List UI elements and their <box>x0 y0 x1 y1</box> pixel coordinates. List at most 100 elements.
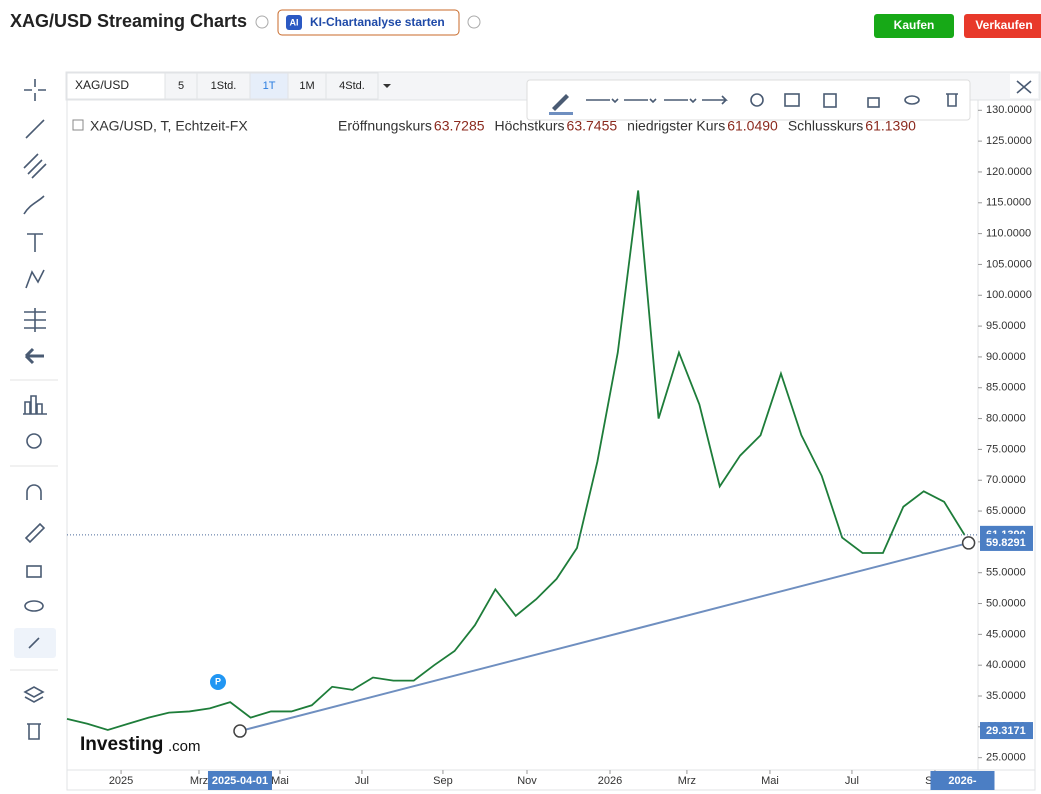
clone[interactable] <box>823 93 837 108</box>
draw-lock-tool[interactable] <box>24 522 46 544</box>
trend-line[interactable] <box>239 541 969 733</box>
price-line <box>66 190 966 731</box>
ai-badge: AI <box>290 17 299 27</box>
delete-tool[interactable] <box>27 723 41 740</box>
interval-button[interactable] <box>249 72 289 100</box>
y-tick-label: 80.0000 <box>986 412 1026 424</box>
y-tick-label: 95.0000 <box>986 320 1026 332</box>
visibility-tool[interactable] <box>24 600 44 612</box>
x-highlight-bg <box>207 771 272 790</box>
line-style[interactable] <box>586 98 619 104</box>
x-tick-label: Mai <box>761 775 779 787</box>
magnet-tool[interactable] <box>26 484 42 500</box>
symbol-text[interactable]: XAG/USD <box>75 78 129 92</box>
interval-button[interactable] <box>164 72 198 100</box>
fullscreen-icon[interactable] <box>1016 80 1032 94</box>
fib-tool[interactable] <box>23 153 47 179</box>
lock-tool[interactable] <box>26 565 42 578</box>
hide[interactable] <box>904 95 920 105</box>
trend-price-label: 29.3171 <box>986 725 1026 737</box>
interval-dropdown[interactable] <box>383 84 391 88</box>
y-tick-label: 110.0000 <box>986 228 1031 240</box>
x-tick-label: Sep <box>433 775 453 787</box>
plot-layer: 25.000030.000035.000040.000045.000050.00… <box>66 104 1033 790</box>
y-tick-label: 130.0000 <box>986 104 1032 116</box>
x-highlight-bg <box>930 771 995 790</box>
interval-label[interactable]: 5 <box>178 80 184 92</box>
legend-label: Eröffnungskurs <box>338 118 432 134</box>
measure-tool[interactable] <box>24 308 46 332</box>
line-ends[interactable] <box>664 98 697 104</box>
logo-brand: Investing <box>80 734 163 755</box>
ai-button[interactable] <box>277 9 460 36</box>
x-tick-label: Mrz <box>190 775 208 787</box>
y-tick-label: 70.0000 <box>986 474 1026 486</box>
sell-button[interactable] <box>964 14 1041 38</box>
x-highlight-label: 2026- <box>948 775 976 787</box>
layer-order[interactable] <box>784 93 800 107</box>
ai-badge-bg <box>286 15 302 30</box>
pattern-tool[interactable] <box>25 269 45 289</box>
y-tick-label: 120.0000 <box>986 166 1032 178</box>
buy-button[interactable] <box>874 14 954 38</box>
y-tick-label: 85.0000 <box>986 382 1026 394</box>
legend-collapse[interactable] <box>72 119 84 131</box>
legend-value: 61.1390 <box>865 118 916 134</box>
y-tick-label: 65.0000 <box>986 505 1026 517</box>
trend-handle[interactable] <box>961 536 976 550</box>
x-tick-label: Jul <box>845 775 859 787</box>
interval-label[interactable]: 1Std. <box>211 80 237 92</box>
trend-handle[interactable] <box>233 724 247 738</box>
layers-tool[interactable] <box>23 686 45 703</box>
trend-price-bg <box>980 533 1033 551</box>
draw-color[interactable] <box>552 94 569 111</box>
link-tool[interactable] <box>28 637 40 649</box>
settings[interactable] <box>750 93 764 107</box>
info-icon[interactable] <box>255 15 269 29</box>
interval-label[interactable]: 1M <box>299 80 314 92</box>
page-title: XAG/USD Streaming Charts <box>10 11 247 31</box>
event-marker-label[interactable]: P <box>215 676 221 686</box>
text-tool[interactable] <box>27 233 43 252</box>
legend-fields: Eröffnungskurs 63.7285 Höchstkurs 63.7455 ni… <box>338 118 916 134</box>
y-tick-label: 125.0000 <box>986 135 1032 147</box>
x-tick-label: 2025 <box>109 775 133 787</box>
line-tool[interactable] <box>25 119 45 139</box>
y-tick-label: 35.0000 <box>986 690 1026 702</box>
delete[interactable] <box>946 93 958 107</box>
ai-button-label[interactable]: KI-Chartanalyse starten <box>310 15 445 29</box>
x-tick-label: 2026 <box>598 775 622 787</box>
sell-label[interactable]: Verkaufen <box>975 18 1032 32</box>
left-toolbar <box>10 79 58 740</box>
interval-label[interactable]: 4Std. <box>339 80 365 92</box>
zoom-tool[interactable] <box>26 433 42 449</box>
buy-label[interactable]: Kaufen <box>894 18 935 32</box>
event-marker[interactable] <box>210 674 226 690</box>
y-tick-label: 105.0000 <box>986 258 1032 270</box>
interval-button[interactable] <box>325 72 379 100</box>
time-axis <box>66 769 1036 791</box>
crosshair-tool[interactable] <box>24 79 46 101</box>
y-tick-label: 115.0000 <box>986 197 1031 209</box>
x-tick-label: Mai <box>271 775 289 787</box>
line-width[interactable] <box>624 98 657 104</box>
legend-symbol: XAG/USD, T, Echtzeit-FX <box>90 118 248 134</box>
legend-value: 63.7285 <box>434 118 485 134</box>
legend-label: Schlusskurs <box>788 118 863 134</box>
arrow-style[interactable] <box>702 95 728 105</box>
lock[interactable] <box>867 97 880 108</box>
drawing-toolbar <box>526 79 971 121</box>
x-tick-label: Mrz <box>678 775 696 787</box>
trend-price-bg <box>980 722 1033 740</box>
legend-label: niedrigster Kurs <box>627 118 725 134</box>
back-tool[interactable] <box>24 347 44 365</box>
y-tick-label: 90.0000 <box>986 351 1026 363</box>
drawing-toolbar-icons <box>549 93 958 115</box>
brush-tool[interactable] <box>23 195 45 215</box>
x-tick-label: Jul <box>355 775 369 787</box>
interval-label[interactable]: 1T <box>263 80 276 92</box>
indicators-tool[interactable] <box>23 395 47 415</box>
info-icon[interactable] <box>467 15 481 29</box>
y-tick-label: 75.0000 <box>986 443 1026 455</box>
